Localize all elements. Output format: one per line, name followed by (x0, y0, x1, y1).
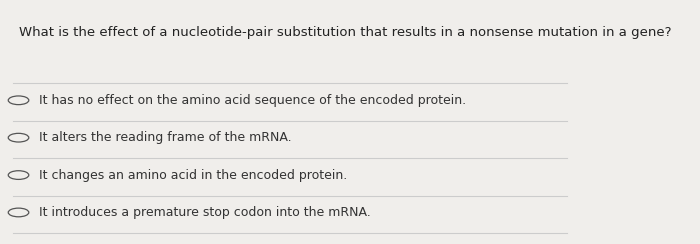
Text: It introduces a premature stop codon into the mRNA.: It introduces a premature stop codon int… (38, 206, 370, 219)
Text: What is the effect of a nucleotide-pair substitution that results in a nonsense : What is the effect of a nucleotide-pair … (18, 26, 671, 39)
Text: It alters the reading frame of the mRNA.: It alters the reading frame of the mRNA. (38, 131, 291, 144)
Text: It has no effect on the amino acid sequence of the encoded protein.: It has no effect on the amino acid seque… (38, 94, 466, 107)
Text: It changes an amino acid in the encoded protein.: It changes an amino acid in the encoded … (38, 169, 346, 182)
